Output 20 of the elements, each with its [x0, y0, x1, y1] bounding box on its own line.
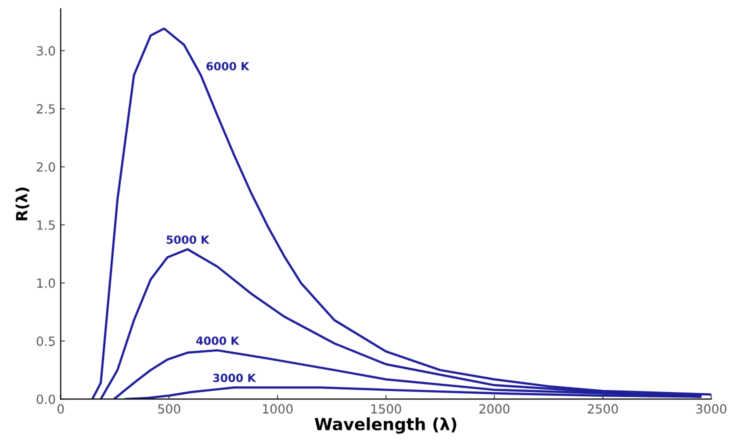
y-tick-label: 1.5 — [37, 220, 55, 230]
series-label: 5000 K — [166, 235, 210, 244]
y-tick-label: 2.0 — [36, 162, 55, 172]
x-tick-label: 2000 — [479, 404, 510, 414]
y-tick-label: 3.0 — [36, 46, 55, 56]
x-axis-title: Wavelength (λ) — [314, 417, 456, 434]
series-label: 6000 K — [206, 62, 250, 70]
x-tick-label: 1500 — [371, 404, 402, 414]
x-tick-label: 1000 — [263, 404, 293, 414]
x-tick-label: 500 — [158, 404, 180, 414]
y-tick-label: 0.0 — [36, 394, 55, 404]
x-tick-label: 0 — [58, 404, 64, 414]
x-tick-label: 2500 — [588, 404, 618, 414]
y-tick-label: 0.5 — [36, 336, 55, 346]
y-tick-label: 1.0 — [37, 278, 55, 288]
series-label: 4000 K — [196, 336, 240, 345]
y-tick-label: 2.5 — [36, 104, 55, 114]
y-axis-title: R(λ) — [16, 188, 30, 220]
series-label: 3000 K — [213, 374, 256, 382]
x-tick-label: 3000 — [696, 404, 726, 414]
